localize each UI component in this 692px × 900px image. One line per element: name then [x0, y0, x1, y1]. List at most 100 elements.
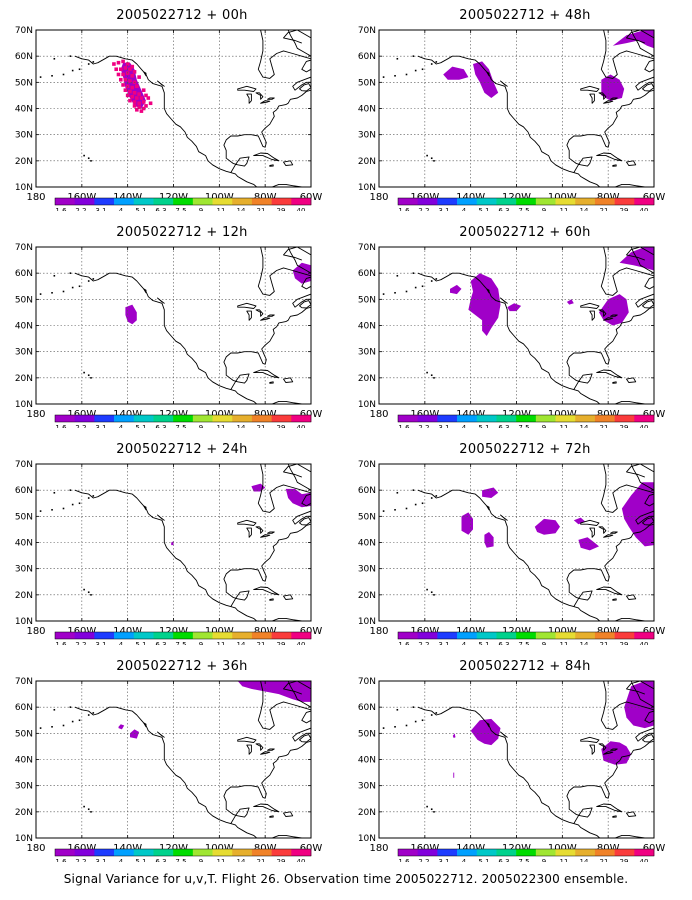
lat-tick-label: 20N	[15, 591, 33, 601]
coastline	[500, 514, 508, 521]
coastline	[301, 493, 311, 507]
colorbar-label: 11	[560, 858, 569, 862]
variance-point	[125, 93, 130, 98]
colorbar-swatch	[133, 415, 154, 422]
island	[396, 274, 399, 277]
colorbar-swatch	[516, 632, 537, 639]
variance-point	[137, 75, 141, 79]
coastline	[417, 706, 654, 838]
colorbar-swatch	[153, 415, 174, 422]
island	[435, 712, 438, 714]
colorbar-swatch	[496, 849, 517, 856]
island	[53, 57, 56, 60]
coastline	[580, 302, 600, 309]
variance-shading	[621, 482, 654, 547]
colorbar-label: 7.5	[518, 424, 529, 428]
variance-shading	[566, 299, 574, 305]
coastline	[596, 803, 623, 813]
lat-tick-label: 60N	[15, 52, 33, 62]
lat-tick-label: 50N	[358, 729, 376, 739]
colorbar-label: 14	[580, 858, 589, 862]
island	[421, 68, 424, 71]
variance-point	[114, 67, 119, 72]
colorbar-swatch	[192, 415, 213, 422]
lat-tick-label: 10N	[358, 183, 376, 193]
lat-tick-label: 10N	[15, 617, 33, 627]
island	[433, 594, 435, 596]
lon-tick-label: 60W	[300, 626, 323, 637]
lat-tick-label: 60N	[358, 52, 376, 62]
colorbar-label: 14	[580, 641, 589, 645]
lon-tick-label: 60W	[643, 409, 666, 420]
island	[71, 69, 74, 72]
colorbar-label: 29	[277, 641, 286, 645]
colorbar-label: 6.3	[155, 858, 166, 862]
coastline	[596, 369, 623, 379]
lon-tick-label: 120W	[159, 409, 188, 420]
coastline	[566, 740, 654, 824]
colorbar-label: 40	[640, 641, 649, 645]
variance-point	[123, 66, 128, 70]
variance-point	[135, 84, 139, 89]
coastline	[260, 534, 271, 538]
coastline	[74, 489, 311, 621]
lon-tick-label: 140W	[456, 192, 485, 203]
colorbar-swatch	[476, 415, 497, 422]
colorbar-label: 3.1	[438, 641, 449, 645]
colorbar-swatch	[496, 415, 517, 422]
coastline	[287, 30, 311, 57]
coastline	[143, 71, 147, 77]
panel-title: 2005022712 + 36h	[116, 659, 248, 674]
lon-tick-label: 120W	[159, 626, 188, 637]
colorbar-label: 1.6	[55, 424, 67, 428]
colorbar-label: 11	[560, 424, 569, 428]
colorbar-label: 1.6	[55, 207, 67, 211]
colorbar-label: 14	[580, 424, 589, 428]
island	[69, 489, 72, 491]
island	[87, 714, 90, 716]
island	[382, 293, 385, 295]
coastline	[283, 594, 294, 600]
colorbar-swatch	[94, 415, 115, 422]
coastline	[253, 369, 280, 379]
colorbar-swatch	[555, 415, 576, 422]
coastline	[486, 722, 490, 728]
colorbar-label: 3.1	[438, 207, 449, 211]
coastline	[255, 92, 264, 100]
island	[394, 291, 396, 294]
coastline	[301, 59, 311, 73]
colorbar-label: 5.1	[135, 424, 146, 428]
variance-point	[141, 106, 146, 111]
colorbar-label: 2.2	[418, 858, 429, 862]
lon-tick-label: 180	[26, 192, 45, 203]
island	[71, 503, 74, 506]
coastline	[257, 464, 311, 513]
variance-shading	[484, 532, 494, 548]
colorbar-swatch	[271, 632, 292, 639]
coastline	[630, 464, 654, 491]
colorbar-label: 29	[277, 207, 286, 211]
coastline	[223, 89, 311, 173]
island	[90, 160, 92, 162]
colorbar-swatch	[398, 198, 418, 205]
colorbar-label: 7.5	[518, 207, 529, 211]
lon-tick-label: 180	[369, 843, 388, 854]
colorbar-swatch	[74, 849, 95, 856]
colorbar-label: 1.6	[398, 424, 410, 428]
colorbar-swatch	[614, 415, 635, 422]
lon-tick-label: 80W	[597, 192, 620, 203]
colorbar-label: 6.3	[498, 207, 509, 211]
colorbar-swatch	[496, 198, 517, 205]
lon-tick-label: 180	[369, 409, 388, 420]
lon-tick-label: 80W	[254, 626, 277, 637]
lat-tick-label: 20N	[358, 157, 376, 167]
coastline	[299, 300, 311, 309]
lat-tick-label: 10N	[15, 834, 33, 844]
coastline	[626, 30, 654, 44]
island	[426, 588, 428, 591]
coastline	[237, 302, 257, 309]
colorbar-swatch	[594, 198, 615, 205]
coastline	[596, 586, 623, 596]
colorbar-label: 3.1	[438, 858, 449, 862]
